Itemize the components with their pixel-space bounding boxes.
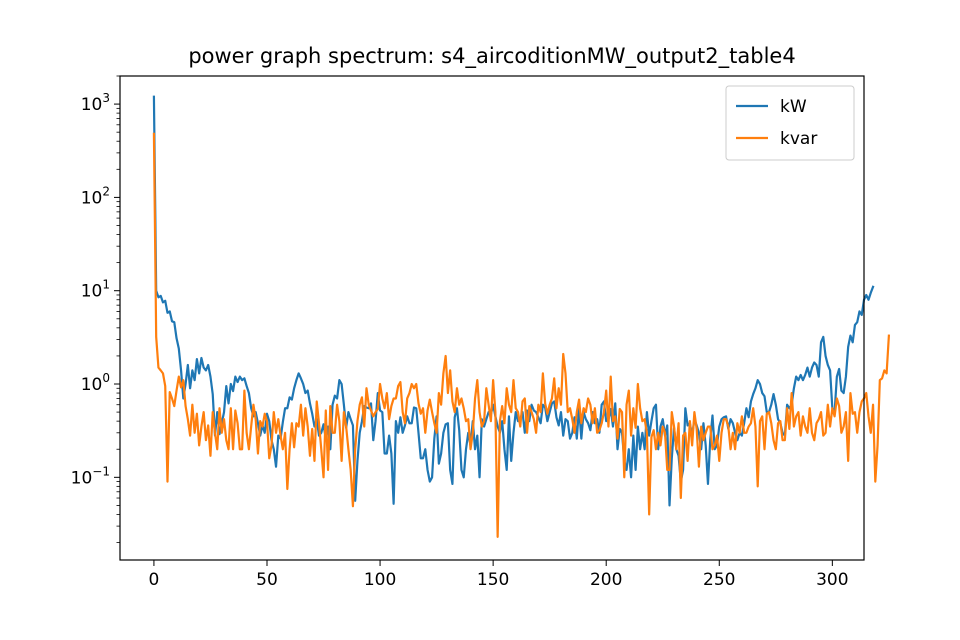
y-tick-label: 102	[81, 184, 110, 208]
series-line-kvar	[152, 132, 891, 538]
series-layer	[152, 95, 891, 538]
y-tick-label: 101	[81, 278, 110, 302]
x-tick-label: 100	[364, 570, 396, 590]
y-tick-label: 10−1	[71, 464, 110, 488]
x-axis: 0 50 100 150 200 250 300	[149, 560, 849, 590]
legend-box	[725, 85, 855, 161]
x-tick-label: 50	[256, 570, 278, 590]
legend: kW kvar	[725, 85, 855, 161]
x-tick-label: 250	[703, 570, 735, 590]
y-tick-base: 10	[81, 95, 103, 115]
y-tick-exponent: 3	[102, 91, 110, 105]
legend-label-kW: kW	[780, 97, 807, 117]
x-tick-label: 200	[590, 570, 622, 590]
x-tick-label: 0	[149, 570, 160, 590]
chart-title: power graph spectrum: s4_aircoditionMW_o…	[188, 44, 795, 69]
y-tick-exponent: 1	[102, 278, 110, 292]
y-tick-label: 100	[81, 371, 110, 395]
y-tick-base: 10	[81, 282, 103, 302]
y-tick-exponent: 0	[102, 371, 110, 385]
y-tick-base: 10	[81, 375, 103, 395]
y-tick-exponent: −1	[92, 464, 110, 478]
y-tick-exponent: 2	[102, 184, 110, 198]
x-tick-label: 300	[816, 570, 848, 590]
y-tick-base: 10	[81, 188, 103, 208]
x-tick-label: 150	[477, 570, 509, 590]
y-tick-label: 103	[81, 91, 110, 115]
legend-label-kvar: kvar	[780, 129, 817, 149]
y-tick-base: 10	[71, 468, 93, 488]
series-line-kW	[152, 95, 875, 507]
axes-frame	[119, 75, 865, 561]
